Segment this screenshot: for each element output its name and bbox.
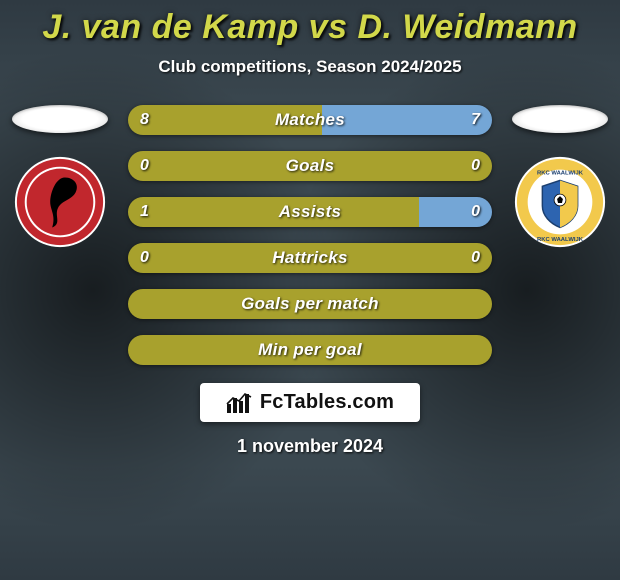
bar-value-left: 0 — [140, 157, 149, 175]
stat-bar: Goals0 0 — [128, 151, 492, 181]
bar-value-right: 0 — [471, 249, 480, 267]
page-title: J. van de Kamp vs D. Weidmann — [42, 8, 577, 47]
bar-value-right: 0 — [471, 157, 480, 175]
bar-value-left: 0 — [140, 249, 149, 267]
bar-label: Hattricks — [128, 248, 492, 268]
main-row: Matches87Goals00Assists10Hattricks00Goal… — [0, 105, 620, 365]
card: J. van de Kamp vs D. Weidmann Club compe… — [0, 0, 620, 580]
brand-bars-icon — [226, 392, 252, 414]
svg-text:RKC WAALWIJK: RKC WAALWIJK — [537, 237, 584, 243]
svg-text:RKC WAALWIJK: RKC WAALWIJK — [537, 171, 584, 177]
stat-bar: Min per goal — [128, 335, 492, 365]
bar-value-left: 1 — [140, 203, 149, 221]
bar-label: Assists — [128, 202, 492, 222]
date: 1 november 2024 — [237, 436, 383, 457]
player-plate-left — [12, 105, 108, 133]
bar-value-right: 7 — [471, 111, 480, 129]
bar-value-right: 0 — [471, 203, 480, 221]
stat-bars: Matches87Goals00Assists10Hattricks00Goal… — [120, 105, 500, 365]
right-side: RKC WAALWIJK RKC WAALWIJK — [500, 105, 620, 251]
subtitle: Club competitions, Season 2024/2025 — [158, 57, 461, 77]
stat-bar: Matches8 7 — [128, 105, 492, 135]
stat-bar: Goals per match — [128, 289, 492, 319]
team-logo-right: RKC WAALWIJK RKC WAALWIJK — [511, 153, 609, 251]
bar-label: Goals — [128, 156, 492, 176]
bar-value-left: 8 — [140, 111, 149, 129]
brand-box[interactable]: FcTables.com — [200, 383, 420, 422]
left-side — [0, 105, 120, 251]
brand-text: FcTables.com — [260, 391, 394, 414]
stat-bar: Hattricks0 0 — [128, 243, 492, 273]
bar-label: Matches — [128, 110, 492, 130]
bar-label: Goals per match — [128, 294, 492, 314]
player-plate-right — [512, 105, 608, 133]
team-logo-left — [11, 153, 109, 251]
stat-bar: Assists1 0 — [128, 197, 492, 227]
bar-label: Min per goal — [128, 340, 492, 360]
